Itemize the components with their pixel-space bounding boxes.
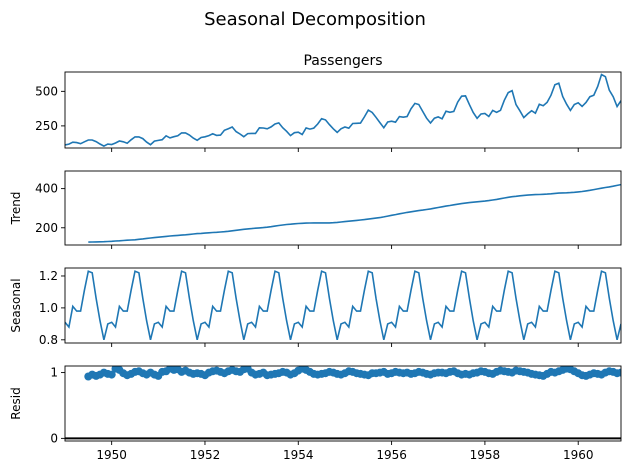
y-tick-label: 200 — [35, 221, 58, 235]
observed-line — [65, 73, 621, 148]
chart-title: Seasonal Decomposition — [204, 9, 426, 30]
panel-seasonal: 0.8 1.0 1.2 Seasonal — [9, 267, 622, 347]
x-tick-label: 1956 — [376, 448, 407, 462]
x-tick-label: 1954 — [283, 448, 314, 462]
y-tick-label: 0.8 — [39, 333, 58, 347]
x-tick-label: 1960 — [563, 448, 594, 462]
panel-resid: 0 1 1950 1952 1954 1956 1958 1960 Resid — [9, 365, 630, 462]
y-tick-label: 250 — [35, 119, 58, 133]
resid-point — [625, 368, 630, 376]
y-axis-label: Seasonal — [9, 278, 23, 332]
y-tick-label: 0 — [50, 431, 58, 445]
resid-point — [107, 370, 116, 379]
x-tick-label: 1950 — [96, 448, 127, 462]
y-axis-label: Trend — [9, 192, 23, 226]
y-tick-label: 400 — [35, 182, 58, 196]
trend-line — [88, 183, 621, 243]
resid-point — [620, 370, 621, 373]
axes-frame — [64, 365, 622, 442]
panel-trend: 200 400 Trend — [9, 170, 622, 249]
y-axis-label: Resid — [9, 387, 23, 419]
panel-title: Passengers — [303, 53, 382, 69]
x-tick-label: 1958 — [470, 448, 501, 462]
y-tick-label: 1.2 — [39, 269, 58, 283]
panels-group: 250 500 Passengers 200 400 Trend 0.8 1.0 1.2 Seas… — [9, 53, 630, 462]
y-tick-label: 500 — [35, 84, 58, 98]
x-tick-label: 1952 — [190, 448, 221, 462]
resid-point — [617, 368, 621, 377]
axes-frame — [64, 71, 622, 149]
y-tick-label: 1 — [50, 366, 58, 380]
y-tick-label: 1.0 — [39, 301, 58, 315]
axes-frame — [64, 267, 622, 344]
panel-observed: 250 500 Passengers — [35, 53, 622, 152]
axes-frame — [64, 170, 622, 246]
seasonal-line — [65, 270, 621, 340]
